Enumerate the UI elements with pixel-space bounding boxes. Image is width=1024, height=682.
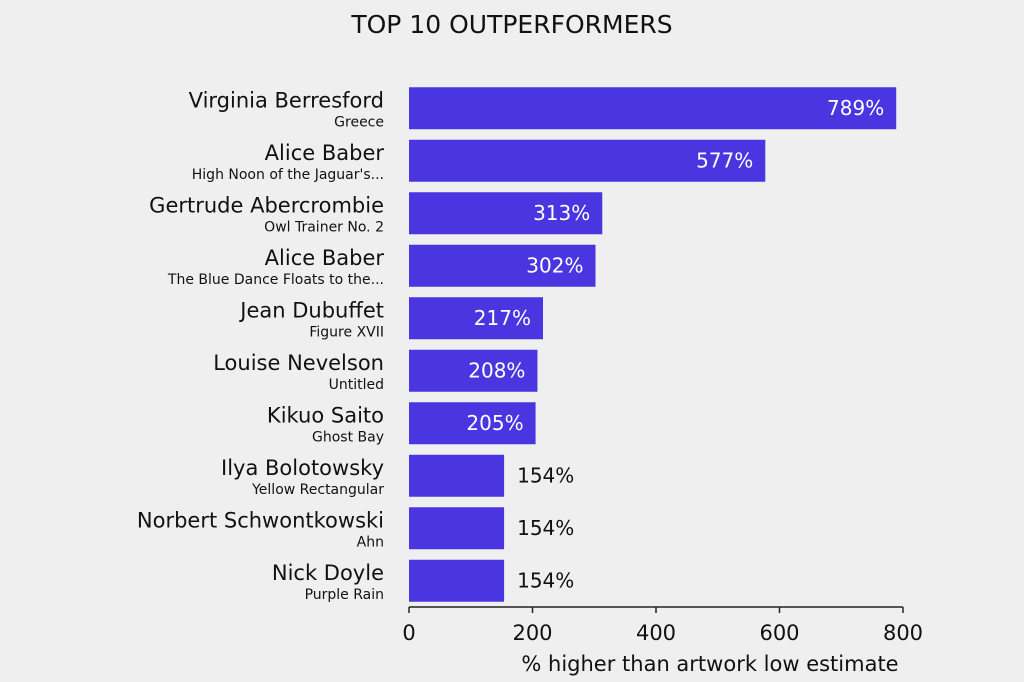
bar xyxy=(409,139,766,182)
bar xyxy=(409,454,505,497)
x-tick-label: 0 xyxy=(402,621,415,645)
category-label: Jean Dubuffet xyxy=(238,298,384,322)
value-label: 217% xyxy=(474,306,531,330)
bar xyxy=(409,349,538,392)
bar xyxy=(409,192,603,235)
x-tick-label: 200 xyxy=(512,621,552,645)
category-sublabel: Figure XVII xyxy=(309,324,384,340)
value-label: 302% xyxy=(526,253,583,277)
chart-title: TOP 10 OUTPERFORMERS xyxy=(350,10,672,39)
value-label: 577% xyxy=(696,148,753,172)
category-sublabel: High Noon of the Jaguar's... xyxy=(192,167,384,183)
category-sublabel: Untitled xyxy=(329,377,384,393)
category-sublabel: Yellow Rectangular xyxy=(251,482,384,498)
value-label: 313% xyxy=(533,201,590,225)
value-label: 154% xyxy=(517,463,574,487)
category-label: Alice Baber xyxy=(265,246,385,270)
bar xyxy=(409,507,505,550)
x-tick-label: 800 xyxy=(883,621,923,645)
category-sublabel: Purple Rain xyxy=(305,587,384,603)
category-label: Norbert Schwontkowski xyxy=(137,508,384,532)
bar xyxy=(409,87,897,130)
value-label: 205% xyxy=(466,411,523,435)
category-sublabel: Ghost Bay xyxy=(312,429,384,445)
bar xyxy=(409,559,505,602)
category-sublabel: Greece xyxy=(334,114,384,130)
value-label: 154% xyxy=(517,568,574,592)
category-label: Alice Baber xyxy=(265,141,385,165)
category-sublabel: The Blue Dance Floats to the... xyxy=(167,272,384,288)
category-label: Nick Doyle xyxy=(272,561,384,585)
category-label: Kikuo Saito xyxy=(267,403,384,427)
category-label: Louise Nevelson xyxy=(213,351,384,375)
bar xyxy=(409,402,536,445)
category-label: Gertrude Abercrombie xyxy=(149,193,384,217)
category-label: Virginia Berresford xyxy=(189,88,384,112)
x-axis-label: % higher than artwork low estimate xyxy=(521,652,898,676)
value-label: 789% xyxy=(827,96,884,120)
x-tick-label: 400 xyxy=(636,621,676,645)
value-label: 154% xyxy=(517,516,574,540)
category-sublabel: Ahn xyxy=(357,534,384,550)
value-label: 208% xyxy=(468,358,525,382)
x-tick-label: 600 xyxy=(759,621,799,645)
bar xyxy=(409,297,543,340)
bar xyxy=(409,244,596,287)
category-label: Ilya Bolotowsky xyxy=(221,456,384,480)
category-sublabel: Owl Trainer No. 2 xyxy=(264,219,384,235)
